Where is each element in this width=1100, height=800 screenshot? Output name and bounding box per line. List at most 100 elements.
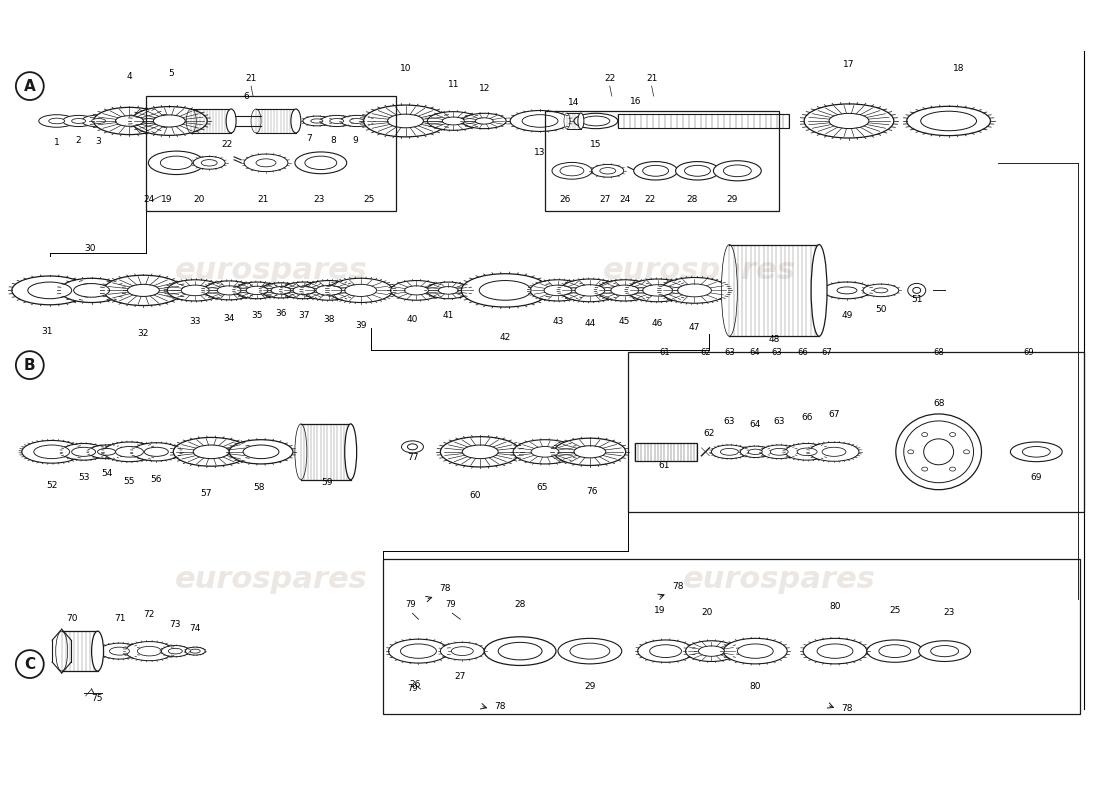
Text: 29: 29 [584, 682, 595, 691]
Text: 50: 50 [876, 306, 887, 314]
Ellipse shape [544, 285, 572, 296]
Ellipse shape [302, 116, 331, 126]
Ellipse shape [737, 644, 773, 658]
Ellipse shape [116, 116, 143, 126]
Ellipse shape [59, 278, 123, 302]
Ellipse shape [823, 282, 871, 298]
Ellipse shape [205, 281, 254, 300]
Ellipse shape [908, 450, 914, 454]
Ellipse shape [243, 445, 279, 458]
Ellipse shape [451, 646, 473, 655]
Text: 23: 23 [314, 194, 324, 204]
Ellipse shape [785, 443, 829, 460]
Ellipse shape [390, 281, 442, 300]
Ellipse shape [330, 118, 343, 123]
Ellipse shape [161, 156, 192, 170]
Ellipse shape [570, 643, 609, 659]
Ellipse shape [574, 114, 618, 129]
Ellipse shape [862, 284, 899, 297]
Ellipse shape [560, 279, 619, 302]
Ellipse shape [100, 643, 140, 659]
Text: 53: 53 [78, 473, 89, 482]
Text: 4: 4 [126, 72, 132, 81]
Text: 21: 21 [646, 74, 658, 83]
Text: 49: 49 [842, 311, 852, 320]
Text: 36: 36 [275, 310, 287, 318]
Ellipse shape [182, 285, 209, 296]
Ellipse shape [148, 151, 205, 174]
Ellipse shape [72, 447, 96, 456]
Text: 19: 19 [161, 194, 172, 204]
Ellipse shape [56, 631, 68, 671]
Text: 62: 62 [704, 429, 715, 438]
Ellipse shape [554, 438, 626, 466]
Text: 44: 44 [584, 319, 595, 328]
Ellipse shape [811, 245, 827, 336]
Ellipse shape [174, 438, 249, 466]
Text: 68: 68 [933, 399, 945, 408]
Ellipse shape [1022, 446, 1050, 457]
Ellipse shape [724, 638, 788, 664]
Text: 64: 64 [749, 348, 760, 357]
Text: 18: 18 [953, 64, 965, 73]
Text: 63: 63 [772, 348, 782, 357]
Ellipse shape [388, 639, 449, 663]
Text: 11: 11 [448, 80, 459, 89]
Ellipse shape [440, 642, 484, 660]
Ellipse shape [350, 118, 364, 123]
Ellipse shape [642, 285, 672, 296]
Ellipse shape [661, 278, 728, 303]
Ellipse shape [103, 275, 184, 306]
Ellipse shape [167, 280, 223, 301]
Ellipse shape [116, 446, 143, 457]
Ellipse shape [125, 642, 174, 661]
Text: 6: 6 [243, 92, 249, 101]
Ellipse shape [91, 631, 103, 671]
Bar [383, 559, 1080, 714]
Text: 63: 63 [773, 417, 785, 426]
Text: 26: 26 [410, 680, 421, 689]
Ellipse shape [913, 287, 921, 294]
Text: 67: 67 [822, 348, 833, 357]
Ellipse shape [803, 638, 867, 664]
Ellipse shape [822, 447, 846, 456]
Ellipse shape [402, 441, 424, 453]
Ellipse shape [867, 640, 923, 662]
Ellipse shape [895, 414, 981, 490]
Ellipse shape [103, 442, 155, 462]
Text: 27: 27 [600, 194, 610, 204]
Text: 57: 57 [200, 489, 212, 498]
Ellipse shape [81, 115, 116, 127]
Ellipse shape [405, 286, 428, 295]
Ellipse shape [817, 644, 852, 658]
Ellipse shape [48, 118, 65, 124]
Ellipse shape [321, 115, 353, 126]
Text: 10: 10 [399, 64, 411, 73]
Text: 38: 38 [323, 315, 334, 324]
Ellipse shape [684, 166, 711, 176]
Ellipse shape [498, 642, 542, 660]
Ellipse shape [442, 117, 464, 125]
Ellipse shape [720, 449, 738, 455]
Text: 29: 29 [727, 194, 738, 204]
Text: 79: 79 [407, 684, 418, 693]
Ellipse shape [675, 162, 719, 180]
Text: 78: 78 [842, 704, 852, 713]
Text: 80: 80 [829, 602, 840, 611]
Text: 35: 35 [251, 311, 263, 320]
Ellipse shape [132, 106, 207, 135]
Text: 32: 32 [138, 330, 150, 338]
Ellipse shape [344, 284, 376, 297]
Text: 8: 8 [330, 136, 336, 145]
Text: 20: 20 [194, 194, 205, 204]
Ellipse shape [316, 286, 342, 295]
Ellipse shape [144, 447, 168, 456]
Ellipse shape [190, 649, 200, 653]
Text: 78: 78 [440, 584, 451, 594]
Text: 61: 61 [659, 348, 670, 357]
Ellipse shape [295, 424, 307, 480]
Ellipse shape [12, 276, 88, 305]
Bar [146, 96, 396, 210]
Ellipse shape [908, 283, 926, 298]
Text: 56: 56 [151, 474, 162, 484]
